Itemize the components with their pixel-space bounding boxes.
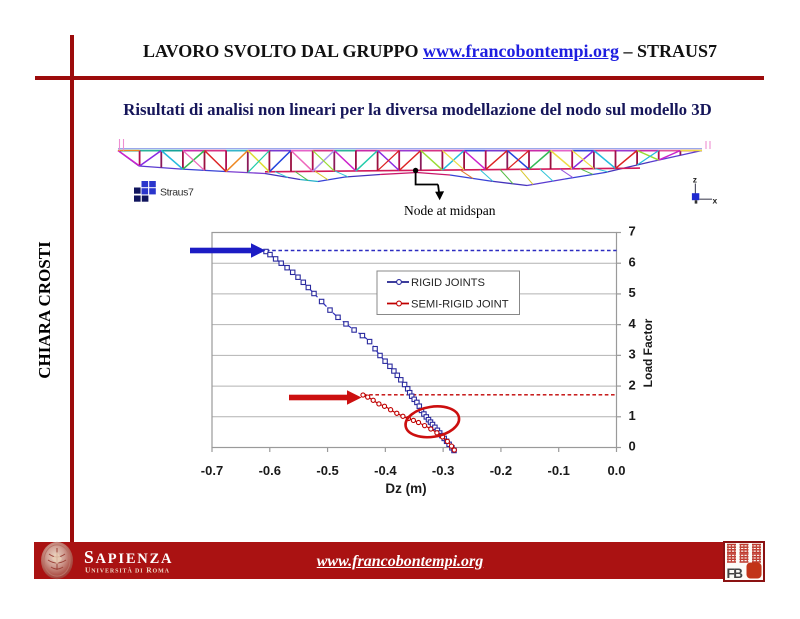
svg-text:-0.7: -0.7	[201, 463, 223, 478]
svg-text:FB: FB	[727, 566, 744, 581]
svg-text:2: 2	[629, 377, 636, 392]
svg-text:3: 3	[629, 347, 636, 362]
svg-text:SAPIENZA: SAPIENZA	[84, 547, 172, 567]
svg-text:-0.2: -0.2	[490, 463, 512, 478]
svg-text:6: 6	[629, 254, 636, 269]
svg-text:-0.3: -0.3	[432, 463, 454, 478]
svg-text:0: 0	[629, 439, 636, 454]
svg-text:7: 7	[629, 224, 636, 239]
svg-text:x: x	[713, 196, 718, 206]
svg-text:z: z	[693, 175, 697, 185]
svg-text:-0.4: -0.4	[374, 463, 397, 478]
svg-text:RIGID JOINTS: RIGID JOINTS	[411, 277, 485, 289]
svg-text:UNIVERSITÀ DI ROMA: UNIVERSITÀ DI ROMA	[85, 566, 170, 575]
svg-text:-0.1: -0.1	[548, 463, 570, 478]
svg-text:-0.5: -0.5	[316, 463, 338, 478]
svg-text:1: 1	[629, 408, 636, 423]
svg-text:5: 5	[629, 285, 636, 300]
svg-text:Straus7: Straus7	[160, 187, 194, 199]
svg-text:Load Factor: Load Factor	[641, 318, 655, 387]
svg-text:-0.6: -0.6	[259, 463, 281, 478]
svg-text:Dz (m): Dz (m)	[385, 481, 426, 496]
svg-text:SEMI-RIGID JOINT: SEMI-RIGID JOINT	[411, 299, 509, 311]
svg-text:0.0: 0.0	[607, 463, 625, 478]
svg-text:4: 4	[629, 316, 637, 331]
